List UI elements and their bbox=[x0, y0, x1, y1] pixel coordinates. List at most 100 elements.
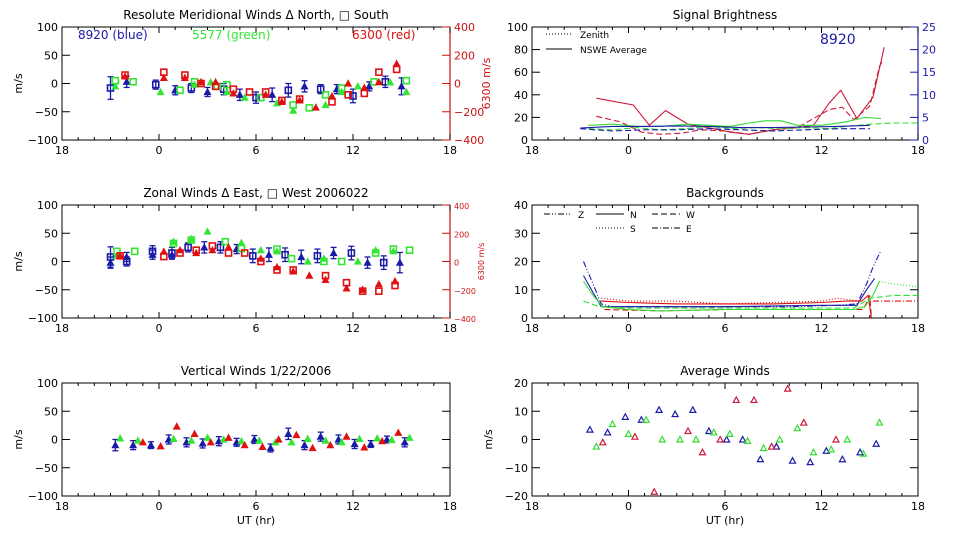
y-tick-label: −50 bbox=[35, 284, 58, 297]
panel-zonal: Zonal Winds Δ East, □ West 2006022 18 0 6 12… bbox=[12, 186, 486, 335]
x-tick-label: 18 bbox=[525, 500, 539, 513]
data-point-triangle bbox=[397, 82, 406, 90]
x-tick-label: 6 bbox=[722, 322, 729, 335]
y-tick-label: −100 bbox=[28, 490, 58, 503]
y-tick-label: 60 bbox=[514, 66, 528, 79]
series-5577 bbox=[592, 415, 884, 457]
data-point-triangle bbox=[692, 435, 701, 443]
data-point-square bbox=[284, 86, 293, 95]
data-point-triangle bbox=[321, 100, 330, 109]
series-6300 bbox=[138, 422, 403, 452]
series-8920-z bbox=[582, 249, 882, 308]
data-point-triangle bbox=[172, 422, 181, 430]
series-5577-nswe bbox=[588, 116, 882, 127]
data-point-square bbox=[273, 266, 281, 274]
data-point-triangle bbox=[608, 419, 617, 428]
y-tick-label: 100 bbox=[37, 377, 58, 390]
series-6300 bbox=[121, 59, 401, 111]
y2-tick-label: 0 bbox=[454, 78, 461, 91]
series-6300-s bbox=[601, 297, 862, 305]
data-point-triangle bbox=[106, 258, 115, 266]
series-line bbox=[601, 294, 872, 319]
data-point-triangle bbox=[138, 438, 147, 446]
x-tick-label: 12 bbox=[815, 144, 829, 157]
data-point-triangle bbox=[156, 87, 165, 96]
x-tick-label: 18 bbox=[443, 322, 457, 335]
data-point-square bbox=[224, 249, 233, 257]
data-point-square bbox=[344, 91, 352, 99]
y2-tick-label: 20 bbox=[922, 44, 936, 57]
data-point-square bbox=[240, 249, 249, 257]
data-point-square bbox=[223, 80, 231, 89]
data-point-triangle bbox=[229, 89, 238, 97]
y-tick-label: 50 bbox=[44, 227, 58, 240]
series-6300 bbox=[116, 242, 400, 295]
data-point-triangle bbox=[159, 73, 168, 81]
data-point-triangle bbox=[355, 434, 364, 443]
x-tick-label: 0 bbox=[156, 322, 163, 335]
data-point-triangle bbox=[743, 436, 752, 445]
data-point-triangle bbox=[274, 435, 283, 443]
data-point-triangle bbox=[392, 59, 401, 67]
data-point-triangle bbox=[363, 258, 372, 266]
data-point-triangle bbox=[704, 426, 713, 435]
data-point-triangle bbox=[756, 455, 765, 463]
y2-tick-label: −400 bbox=[454, 134, 484, 147]
data-point-square bbox=[281, 250, 289, 259]
legend-entry: E bbox=[686, 225, 692, 235]
series-5577-s bbox=[879, 280, 919, 288]
series-8920 bbox=[106, 241, 404, 274]
data-point-triangle bbox=[187, 436, 196, 444]
x-tick-label: 6 bbox=[722, 144, 729, 157]
data-point-triangle bbox=[342, 284, 351, 292]
y-axis-label: m/s bbox=[12, 429, 25, 449]
data-point-triangle bbox=[167, 250, 176, 258]
data-point-triangle bbox=[305, 271, 314, 279]
data-point-square bbox=[375, 287, 383, 295]
data-point-triangle bbox=[206, 438, 215, 446]
y-tick-label: 100 bbox=[37, 199, 58, 212]
series-line bbox=[588, 122, 918, 131]
data-point-triangle bbox=[235, 90, 244, 98]
data-point-triangle bbox=[319, 254, 328, 262]
data-point-triangle bbox=[240, 440, 249, 449]
data-point-triangle bbox=[224, 243, 233, 251]
data-point-triangle bbox=[806, 457, 815, 466]
data-point-triangle bbox=[759, 443, 768, 452]
data-point-square bbox=[295, 95, 304, 103]
x-axis-label: UT (hr) bbox=[706, 514, 744, 527]
y2-tick-label: −400 bbox=[454, 315, 476, 324]
y-tick-label: 80 bbox=[514, 44, 528, 57]
x-tick-label: 0 bbox=[156, 500, 163, 513]
data-point-triangle bbox=[250, 435, 259, 443]
series-line bbox=[583, 294, 918, 309]
y-tick-label: 0 bbox=[521, 134, 528, 147]
data-point-triangle bbox=[716, 435, 725, 443]
series-6300-zenith bbox=[596, 60, 884, 135]
data-point-triangle bbox=[192, 248, 201, 257]
data-point-square bbox=[392, 65, 401, 74]
data-point-triangle bbox=[122, 77, 131, 85]
data-point-triangle bbox=[698, 447, 707, 456]
data-point-triangle bbox=[671, 409, 680, 418]
data-point-triangle bbox=[775, 435, 784, 443]
data-point-triangle bbox=[300, 440, 309, 449]
data-point-triangle bbox=[344, 79, 353, 87]
data-point-triangle bbox=[111, 440, 120, 449]
plot-frame bbox=[531, 26, 919, 141]
data-point-triangle bbox=[603, 428, 612, 436]
y-tick-label: 0 bbox=[51, 256, 58, 269]
series-6300-nswe bbox=[596, 47, 885, 135]
data-point-triangle bbox=[133, 436, 142, 444]
data-point-square bbox=[261, 88, 270, 96]
data-point-square bbox=[151, 80, 160, 89]
legend-entry: NSWE Average bbox=[580, 46, 647, 56]
data-point-triangle bbox=[303, 257, 312, 265]
data-point-triangle bbox=[303, 434, 312, 443]
x-tick-label: 0 bbox=[156, 144, 163, 157]
data-point-triangle bbox=[793, 423, 802, 432]
data-point-triangle bbox=[767, 442, 776, 450]
x-tick-label: 18 bbox=[911, 500, 925, 513]
data-point-triangle bbox=[198, 439, 207, 447]
y2-tick-label: 400 bbox=[454, 21, 475, 34]
